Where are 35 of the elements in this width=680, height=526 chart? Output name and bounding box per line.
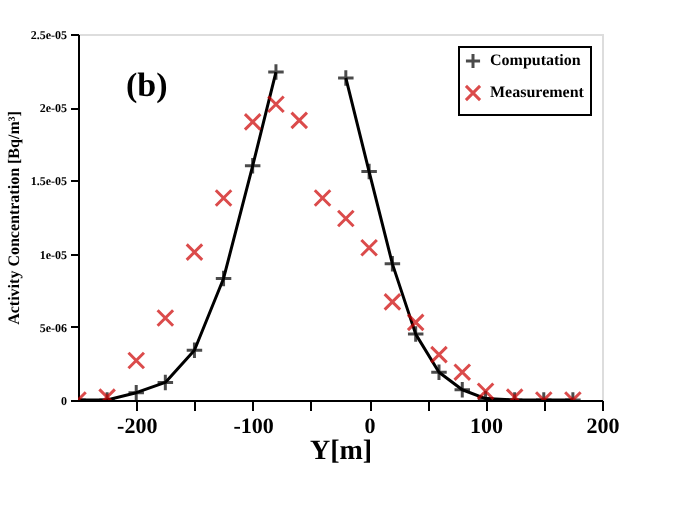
point — [243, 112, 262, 132]
x-tick-label: 100 — [470, 415, 505, 439]
x-tick-label: 200 — [586, 415, 621, 439]
point — [429, 345, 449, 364]
x-tick-label: -200 — [117, 415, 159, 439]
point — [359, 238, 379, 257]
legend-label: Computation — [490, 51, 582, 69]
point — [266, 62, 286, 82]
point — [290, 111, 309, 130]
point — [313, 188, 332, 208]
point — [266, 95, 286, 114]
point — [406, 324, 425, 344]
point — [453, 380, 472, 399]
point — [453, 362, 472, 382]
point — [185, 340, 204, 360]
point — [359, 162, 379, 181]
annotation: (b) — [126, 66, 168, 104]
point — [243, 156, 262, 176]
point — [126, 351, 146, 370]
point — [429, 362, 449, 382]
point — [214, 269, 233, 288]
point — [406, 313, 425, 332]
point — [383, 292, 402, 312]
x-axis-title: Y[m] — [309, 437, 373, 467]
point — [156, 373, 175, 392]
legend-label: Measurement — [490, 83, 585, 101]
point — [336, 209, 356, 228]
x-tick-label: -100 — [233, 415, 275, 439]
point — [336, 68, 356, 88]
x-tick-label: 0 — [364, 415, 377, 439]
point — [214, 188, 233, 208]
point — [185, 242, 204, 262]
y-axis-title: Activity Concentration [Bq/m³] — [4, 110, 23, 325]
point — [383, 254, 402, 274]
point — [156, 308, 175, 328]
